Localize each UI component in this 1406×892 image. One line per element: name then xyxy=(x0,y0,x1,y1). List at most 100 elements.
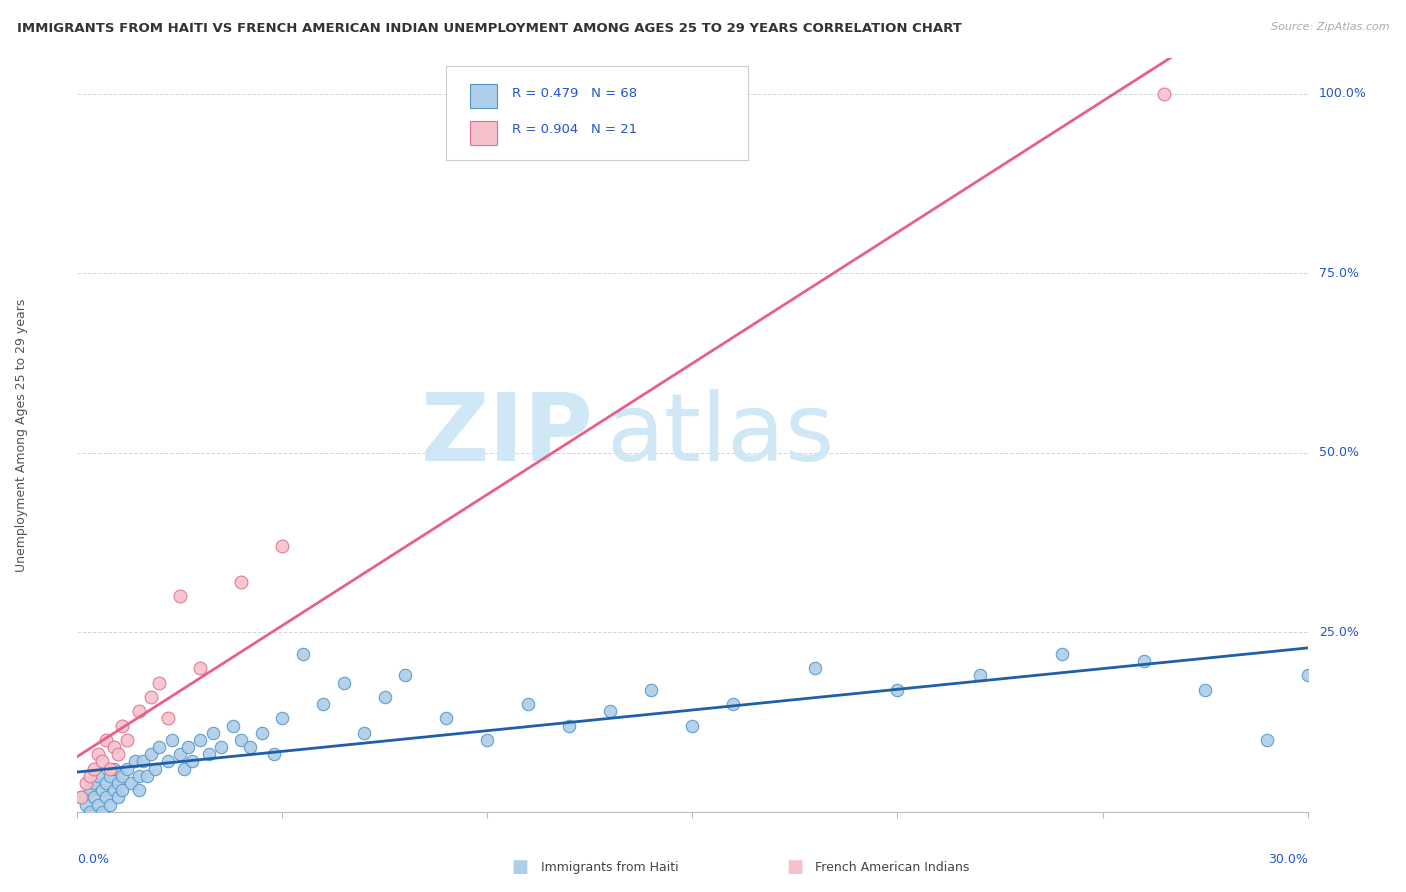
Point xyxy=(79,805,101,819)
Point xyxy=(477,733,499,747)
Point xyxy=(143,762,166,776)
Point xyxy=(98,769,121,783)
Point xyxy=(250,725,273,739)
Point xyxy=(94,776,117,790)
Point xyxy=(83,762,105,776)
Point xyxy=(103,762,125,776)
Point xyxy=(90,783,114,797)
Point xyxy=(103,783,125,797)
Point xyxy=(231,574,253,589)
Point xyxy=(239,740,262,755)
Point xyxy=(682,718,704,732)
Point xyxy=(723,697,745,711)
Point xyxy=(75,797,97,812)
Text: 25.0%: 25.0% xyxy=(1319,626,1358,639)
Point xyxy=(353,725,375,739)
Point xyxy=(98,762,121,776)
Text: IMMIGRANTS FROM HAITI VS FRENCH AMERICAN INDIAN UNEMPLOYMENT AMONG AGES 25 TO 29: IMMIGRANTS FROM HAITI VS FRENCH AMERICAN… xyxy=(17,22,962,36)
Point xyxy=(188,661,212,675)
Point xyxy=(1132,654,1154,668)
Point xyxy=(148,740,170,755)
Point xyxy=(271,711,294,725)
Text: Immigrants from Haiti: Immigrants from Haiti xyxy=(541,861,679,873)
Text: ■: ■ xyxy=(512,858,529,876)
Point xyxy=(177,740,200,755)
Point xyxy=(209,740,232,755)
Bar xyxy=(470,85,496,109)
Text: 75.0%: 75.0% xyxy=(1319,267,1358,280)
Point xyxy=(83,776,105,790)
Point xyxy=(222,718,245,732)
Point xyxy=(70,790,93,805)
Point xyxy=(103,740,125,755)
Point xyxy=(132,755,155,769)
Text: atlas: atlas xyxy=(606,389,835,481)
Point xyxy=(87,747,110,762)
Point xyxy=(111,718,134,732)
Point xyxy=(94,733,117,747)
Point xyxy=(79,783,101,797)
Point xyxy=(263,747,285,762)
Point xyxy=(1256,733,1278,747)
Text: R = 0.479   N = 68: R = 0.479 N = 68 xyxy=(512,87,637,100)
Point xyxy=(115,762,138,776)
Text: 100.0%: 100.0% xyxy=(1319,87,1367,101)
Point xyxy=(804,661,827,675)
Point xyxy=(333,675,356,690)
Point xyxy=(188,733,212,747)
Point xyxy=(291,647,314,661)
Point xyxy=(169,747,191,762)
Point xyxy=(197,747,219,762)
Point xyxy=(136,769,159,783)
Point xyxy=(128,783,150,797)
Point xyxy=(111,783,134,797)
Bar xyxy=(470,120,496,145)
Point xyxy=(201,725,224,739)
Point xyxy=(169,590,191,604)
Text: Source: ZipAtlas.com: Source: ZipAtlas.com xyxy=(1271,22,1389,32)
Point xyxy=(1050,647,1073,661)
Point xyxy=(90,755,114,769)
Point xyxy=(156,711,179,725)
Point xyxy=(107,747,129,762)
Point xyxy=(75,776,97,790)
Point xyxy=(886,682,908,697)
Point xyxy=(231,733,253,747)
FancyBboxPatch shape xyxy=(447,65,748,160)
Point xyxy=(1194,682,1216,697)
Point xyxy=(156,755,179,769)
Text: 30.0%: 30.0% xyxy=(1268,853,1308,866)
Point xyxy=(599,704,621,718)
Point xyxy=(90,805,114,819)
Text: ZIP: ZIP xyxy=(422,389,595,481)
Point xyxy=(107,790,129,805)
Point xyxy=(1153,87,1175,101)
Point xyxy=(124,755,146,769)
Point xyxy=(141,747,163,762)
Text: 0.0%: 0.0% xyxy=(77,853,110,866)
Point xyxy=(394,668,416,682)
Point xyxy=(120,776,142,790)
Point xyxy=(558,718,581,732)
Text: French American Indians: French American Indians xyxy=(815,861,970,873)
Point xyxy=(141,690,163,704)
Point xyxy=(111,769,134,783)
Point xyxy=(374,690,396,704)
Point xyxy=(87,797,110,812)
Point xyxy=(79,769,101,783)
Point xyxy=(969,668,991,682)
Point xyxy=(70,790,93,805)
Point xyxy=(517,697,540,711)
Point xyxy=(312,697,335,711)
Text: ■: ■ xyxy=(786,858,803,876)
Point xyxy=(181,755,204,769)
Point xyxy=(107,776,129,790)
Point xyxy=(148,675,170,690)
Point xyxy=(271,539,294,553)
Point xyxy=(94,790,117,805)
Point xyxy=(87,769,110,783)
Text: 50.0%: 50.0% xyxy=(1319,446,1358,459)
Point xyxy=(436,711,458,725)
Point xyxy=(173,762,195,776)
Text: Unemployment Among Ages 25 to 29 years: Unemployment Among Ages 25 to 29 years xyxy=(15,298,28,572)
